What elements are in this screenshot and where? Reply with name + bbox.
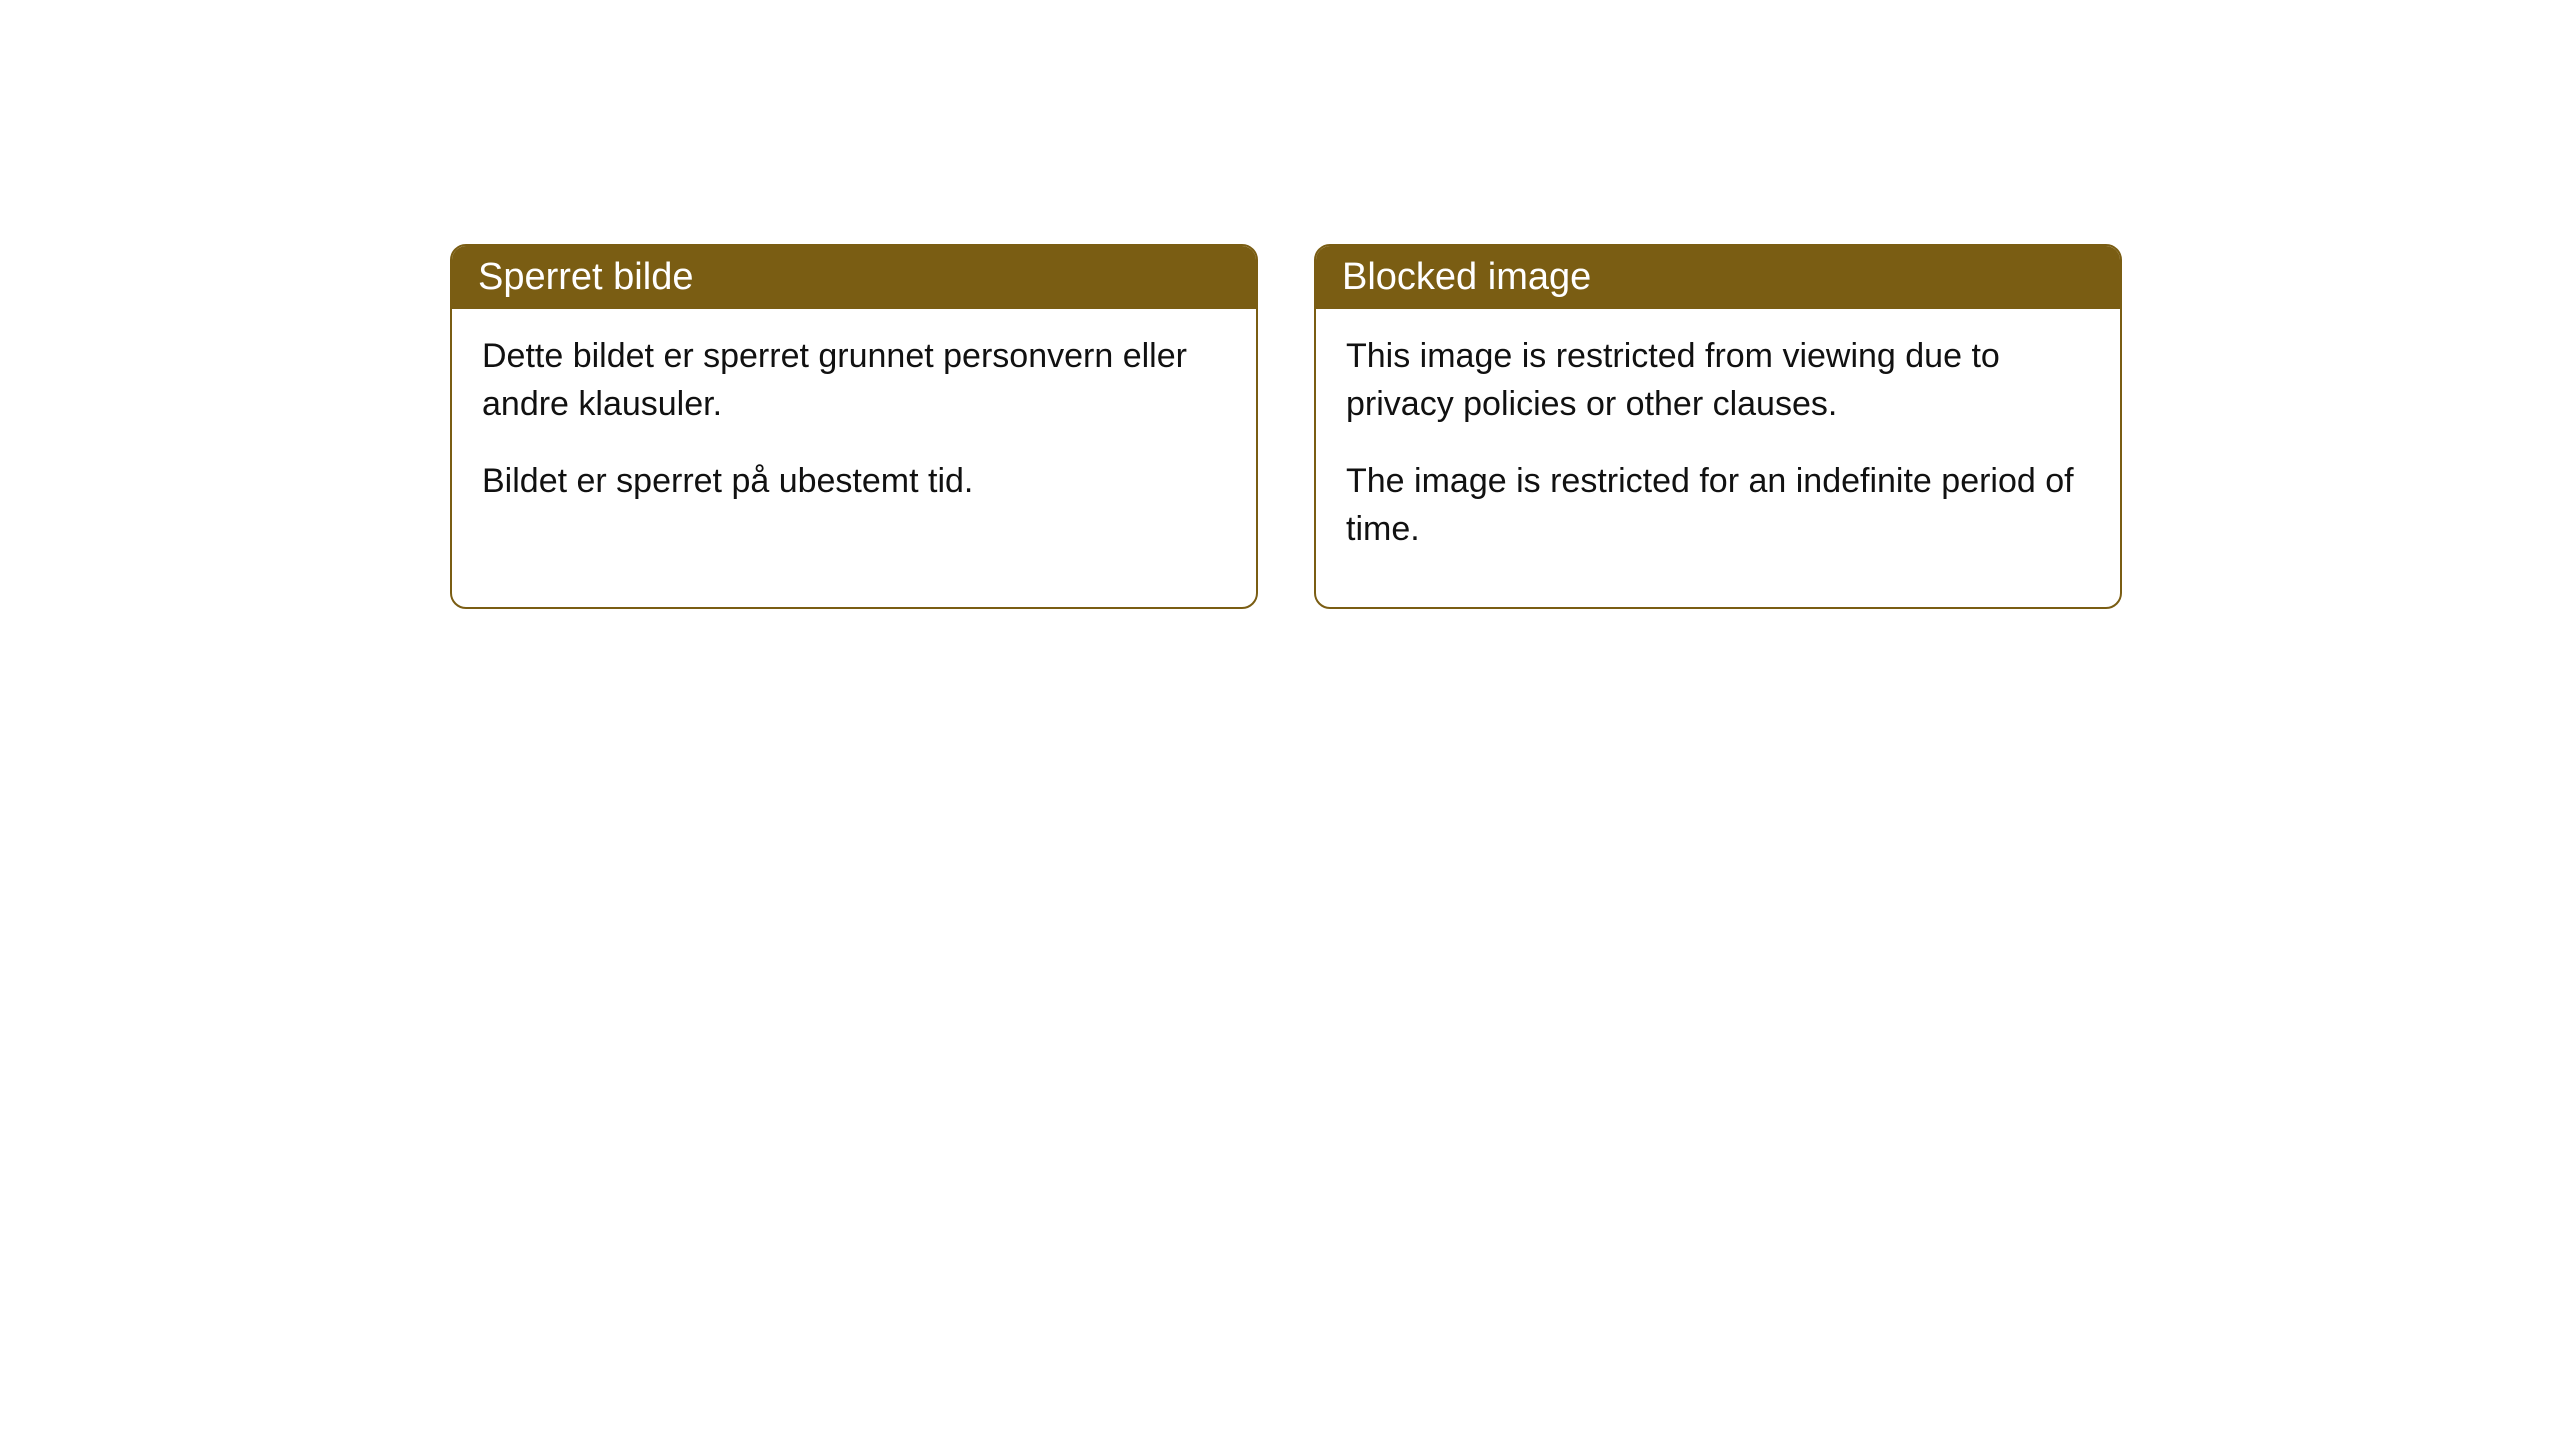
notice-text-line2-norwegian: Bildet er sperret på ubestemt tid. [482,458,1226,506]
blocked-image-card-norwegian: Sperret bilde Dette bildet er sperret gr… [450,244,1258,609]
card-header-english: Blocked image [1316,246,2120,309]
notice-cards-container: Sperret bilde Dette bildet er sperret gr… [450,244,2122,609]
blocked-image-card-english: Blocked image This image is restricted f… [1314,244,2122,609]
notice-text-line1-english: This image is restricted from viewing du… [1346,333,2090,428]
notice-text-line1-norwegian: Dette bildet er sperret grunnet personve… [482,333,1226,428]
card-body-norwegian: Dette bildet er sperret grunnet personve… [452,309,1256,560]
card-body-english: This image is restricted from viewing du… [1316,309,2120,607]
card-header-norwegian: Sperret bilde [452,246,1256,309]
notice-text-line2-english: The image is restricted for an indefinit… [1346,458,2090,553]
